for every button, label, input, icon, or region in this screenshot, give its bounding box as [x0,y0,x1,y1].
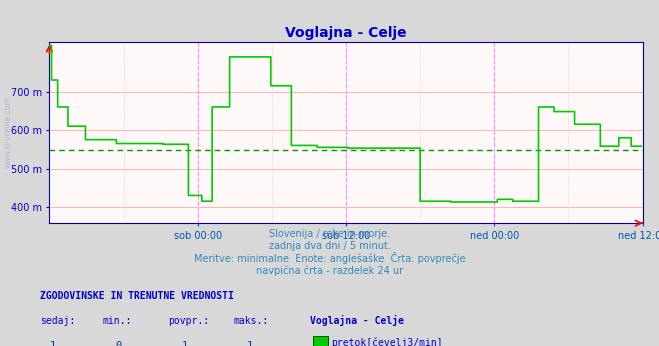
Text: 0: 0 [115,342,121,346]
Text: 1: 1 [181,342,187,346]
Text: zadnja dva dni / 5 minut.: zadnja dva dni / 5 minut. [269,242,390,252]
Text: 1: 1 [247,342,253,346]
Text: sedaj:: sedaj: [40,316,74,326]
Text: min.:: min.: [102,316,132,326]
Title: Voglajna - Celje: Voglajna - Celje [285,26,407,40]
Text: Slovenija / reke in morje.: Slovenija / reke in morje. [269,229,390,239]
Text: www.si-vreme.com: www.si-vreme.com [4,97,13,168]
Text: Voglajna - Celje: Voglajna - Celje [310,315,404,326]
Text: pretok[čevelj3/min]: pretok[čevelj3/min] [331,337,443,346]
Text: ZGODOVINSKE IN TRENUTNE VREDNOSTI: ZGODOVINSKE IN TRENUTNE VREDNOSTI [40,291,233,301]
Text: maks.:: maks.: [234,316,269,326]
Text: povpr.:: povpr.: [168,316,209,326]
Text: Meritve: minimalne  Enote: anglešaške  Črta: povprečje: Meritve: minimalne Enote: anglešaške Črt… [194,252,465,264]
Text: navpična črta - razdelek 24 ur: navpična črta - razdelek 24 ur [256,266,403,276]
Text: 1: 1 [49,342,55,346]
